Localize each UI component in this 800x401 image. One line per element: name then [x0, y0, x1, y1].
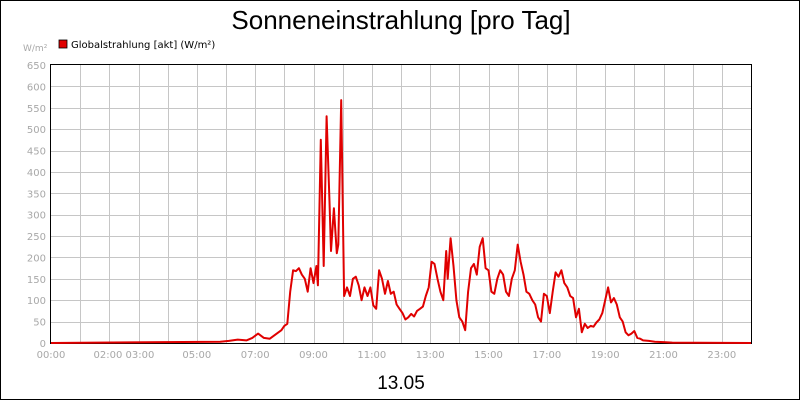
y-tick-label: 100: [27, 296, 46, 307]
x-tick-label: 02:00 03:00: [94, 350, 155, 361]
y-tick-label: 500: [27, 125, 46, 136]
plot-area-border: [50, 64, 752, 344]
x-tick-label: 19:00: [591, 350, 620, 361]
series-line-globalstrahlung: [50, 99, 752, 344]
x-tick-label: 23:00: [707, 350, 736, 361]
x-axis-date-label: 13.05: [377, 373, 425, 394]
y-tick-label: 300: [27, 211, 46, 222]
legend-label: Globalstrahlung [akt] (W/m²): [71, 40, 215, 51]
grid-layer: [51, 65, 751, 343]
x-tick-label: 09:00: [299, 350, 328, 361]
y-tick-label: 550: [27, 104, 46, 115]
y-axis-unit: W/m²: [23, 44, 48, 54]
y-tick-label: 150: [27, 275, 46, 286]
y-tick-label: 350: [27, 189, 46, 200]
x-tick-label: 13:00: [416, 350, 445, 361]
y-tick-label: 600: [27, 82, 46, 93]
x-tick-label: 00:00: [37, 350, 66, 361]
x-tick-label: 21:00: [649, 350, 678, 361]
legend-swatch: [58, 39, 68, 49]
chart-title: Sonneneinstrahlung [pro Tag]: [231, 5, 570, 35]
y-tick-label: 0: [40, 339, 46, 350]
y-tick-label: 250: [27, 232, 46, 243]
y-tick-label: 650: [27, 61, 46, 72]
x-tick-label: 15:00: [474, 350, 503, 361]
x-tick-label: 05:00: [182, 350, 211, 361]
y-tick-label: 400: [27, 168, 46, 179]
y-tick-label: 450: [27, 147, 46, 158]
tick-layer: 0 50 100 150 200 250 300 350 400 450 500 550 600 650 0…: [27, 61, 736, 361]
x-tick-label: 11:00: [357, 350, 386, 361]
y-tick-label: 200: [27, 253, 46, 264]
x-tick-label: 17:00: [532, 350, 561, 361]
x-tick-label: 07:00: [241, 350, 270, 361]
y-tick-label: 50: [33, 318, 46, 329]
